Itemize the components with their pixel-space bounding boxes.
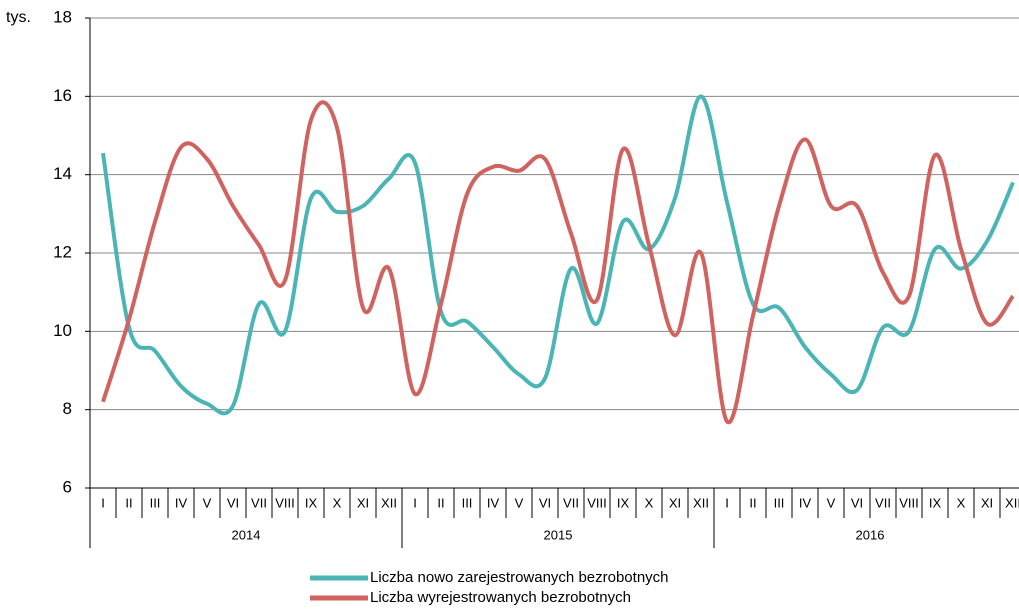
x-tick-label: IX <box>617 495 630 510</box>
x-tick-label: IV <box>799 495 812 510</box>
x-tick-label: IX <box>929 495 942 510</box>
x-tick-label: X <box>957 495 966 510</box>
x-tick-label: XI <box>981 495 993 510</box>
legend-label: Liczba wyrejestrowanych bezrobotnych <box>370 589 631 606</box>
x-tick-label: XII <box>381 495 397 510</box>
x-tick-label: III <box>150 495 161 510</box>
group-label: 2014 <box>232 527 261 542</box>
x-tick-label: VII <box>875 495 891 510</box>
y-tick-label: 18 <box>53 7 72 26</box>
x-tick-label: VII <box>251 495 267 510</box>
y-tick-label: 6 <box>63 477 72 496</box>
x-tick-label: I <box>101 495 105 510</box>
y-tick-label: 14 <box>53 164 72 183</box>
group-label: 2015 <box>544 527 573 542</box>
x-tick-label: XI <box>357 495 369 510</box>
x-tick-label: II <box>125 495 132 510</box>
x-tick-label: X <box>645 495 654 510</box>
x-tick-label: XII <box>693 495 709 510</box>
x-tick-label: VIII <box>587 495 607 510</box>
x-tick-label: X <box>333 495 342 510</box>
legend-label: Liczba nowo zarejestrowanych bezrobotnyc… <box>370 569 669 586</box>
x-tick-label: III <box>462 495 473 510</box>
x-tick-label: VIII <box>275 495 295 510</box>
x-tick-label: VI <box>227 495 239 510</box>
y-tick-label: 12 <box>53 242 72 261</box>
y-tick-label: 16 <box>53 86 72 105</box>
x-tick-label: III <box>774 495 785 510</box>
x-tick-label: V <box>827 495 836 510</box>
y-tick-label: 10 <box>53 321 72 340</box>
x-tick-label: I <box>413 495 417 510</box>
y-tick-label: 8 <box>63 399 72 418</box>
x-tick-label: XII <box>1005 495 1019 510</box>
x-tick-label: VI <box>851 495 863 510</box>
x-tick-label: IX <box>305 495 318 510</box>
x-tick-label: VII <box>563 495 579 510</box>
x-tick-label: II <box>749 495 756 510</box>
x-tick-label: V <box>203 495 212 510</box>
x-tick-label: XI <box>669 495 681 510</box>
x-tick-label: II <box>437 495 444 510</box>
x-tick-label: VIII <box>899 495 919 510</box>
x-tick-label: IV <box>175 495 188 510</box>
series-line <box>101 100 1015 425</box>
x-tick-label: VI <box>539 495 551 510</box>
series-line <box>101 94 1015 416</box>
group-label: 2016 <box>856 527 885 542</box>
x-tick-label: I <box>725 495 729 510</box>
x-tick-label: V <box>515 495 524 510</box>
y-axis-label: tys. <box>6 9 31 26</box>
x-tick-label: IV <box>487 495 500 510</box>
